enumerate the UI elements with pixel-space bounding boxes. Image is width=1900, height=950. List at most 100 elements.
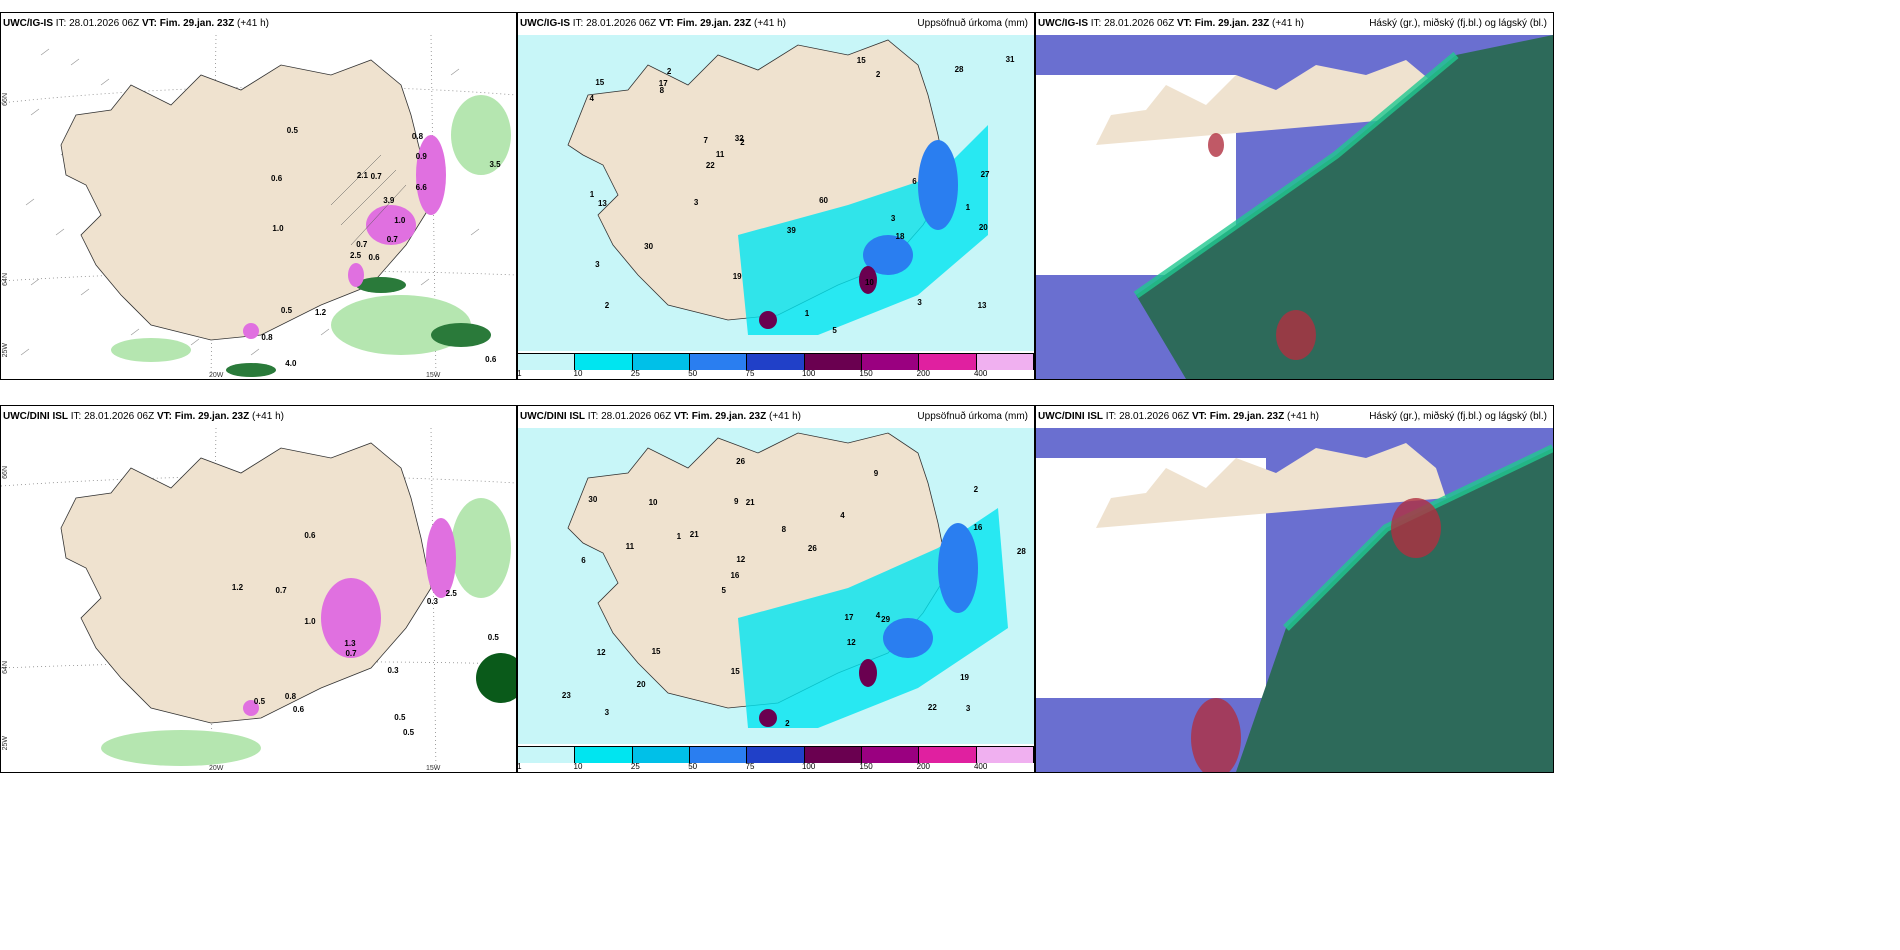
value-label: 1 <box>804 309 810 319</box>
lat-label-66n: 66N <box>2 466 9 479</box>
value-label: 11 <box>715 150 725 160</box>
legend-swatch <box>689 747 748 763</box>
panel-clouds-dini: UWC/DINI ISL IT: 28.01.2026 06Z VT: Fim.… <box>1035 405 1554 773</box>
legend-tick-label: 200 <box>916 369 931 378</box>
value-label: 17 <box>658 78 668 88</box>
panel-title: Uppsöfnuð úrkoma (mm) <box>917 18 1028 29</box>
legend-tick-label: 10 <box>573 762 583 771</box>
legend-tick-label: 150 <box>859 762 873 771</box>
value-label: 12 <box>596 648 606 658</box>
value-label: 30 <box>588 494 598 504</box>
panel-accum-dini: UWC/DINI ISL IT: 28.01.2026 06Z VT: Fim.… <box>517 405 1035 773</box>
value-label: 60 <box>819 195 829 205</box>
legend-swatch <box>919 354 977 370</box>
legend-swatch <box>861 354 920 370</box>
value-label: 3 <box>890 214 896 224</box>
value-label: 0.5 <box>286 125 298 135</box>
value-label: 27 <box>980 169 990 179</box>
value-label: 0.3 <box>426 596 438 606</box>
value-label: 15 <box>856 55 866 65</box>
legend-tick-label: 50 <box>688 369 698 378</box>
value-label: 0.7 <box>345 649 357 659</box>
lat-label-66n: 66N <box>2 93 9 106</box>
value-label: 12 <box>846 638 856 648</box>
value-label: 0.3 <box>387 666 399 676</box>
value-label: 9 <box>733 497 739 507</box>
value-label: 19 <box>960 672 970 682</box>
value-label: 0.5 <box>402 727 415 737</box>
value-label: 4 <box>875 611 881 621</box>
value-label: 20 <box>978 222 988 232</box>
value-label: 13 <box>977 301 987 311</box>
value-label: 11 <box>625 542 635 552</box>
value-label: 0.6 <box>292 705 305 715</box>
value-label: 2.5 <box>445 589 457 598</box>
panel-header: UWC/IG-IS IT: 28.01.2026 06Z VT: Fim. 29… <box>518 13 1034 35</box>
value-label: 0.5 <box>253 697 266 707</box>
legend-tick-label: 200 <box>916 762 931 771</box>
panel-title: Háský (gr.), miðský (fj.bl.) og lágský (… <box>1369 18 1547 29</box>
value-label: 0.8 <box>261 332 273 342</box>
value-label: 1.2 <box>314 308 327 318</box>
value-label: 4.0 <box>285 359 297 369</box>
value-label: 26 <box>736 457 746 467</box>
value-label: 1.0 <box>304 617 316 627</box>
value-label: 6 <box>581 556 586 566</box>
value-label: 3 <box>965 703 971 713</box>
value-label: 3 <box>693 198 699 208</box>
legend-tick-label: 50 <box>688 762 698 771</box>
value-label: 3 <box>604 707 610 717</box>
legend-tick-label: 400 <box>973 369 988 378</box>
legend-swatch <box>632 354 690 370</box>
value-label: 15 <box>595 78 605 87</box>
lon-label-15w: 15W <box>426 372 441 379</box>
panel-header: UWC/IG-IS IT: 28.01.2026 06Z VT: Fim. 29… <box>1 13 516 35</box>
value-label: 29 <box>881 614 891 624</box>
legend-tick-label: 100 <box>801 762 816 771</box>
value-label: 22 <box>927 703 937 713</box>
value-label: 0.6 <box>485 355 497 365</box>
value-label: 8 <box>659 86 665 96</box>
value-label: 10 <box>864 278 874 288</box>
value-label: 1 <box>676 532 682 542</box>
value-label: 12 <box>736 555 746 564</box>
lon-label-20w: 20W <box>209 372 224 379</box>
value-label: 13 <box>597 199 607 209</box>
value-label: 4 <box>589 93 594 103</box>
value-label: 28 <box>954 65 964 75</box>
value-label: 8 <box>781 524 787 534</box>
value-label: 2 <box>666 67 672 77</box>
panel-precip-wind-dini: UWC/DINI ISL IT: 28.01.2026 06Z VT: Fim.… <box>0 405 517 773</box>
value-label: 0.6 <box>304 531 316 541</box>
value-label: 0.7 <box>370 171 382 181</box>
legend-swatch <box>632 747 690 763</box>
legend-tick-label: 1 <box>517 762 522 771</box>
value-label: 1 <box>589 189 595 199</box>
lat-label-25w: 25W <box>2 343 9 358</box>
value-label: 3.5 <box>489 160 501 170</box>
lon-label-20w: 20W <box>209 765 224 772</box>
value-label: 18 <box>895 232 905 242</box>
value-label: 3 <box>595 260 600 270</box>
value-label: 10 <box>648 498 658 508</box>
value-label: 20 <box>636 679 646 689</box>
value-label: 6 <box>912 177 917 187</box>
value-label: 16 <box>973 522 983 532</box>
value-label: 15 <box>651 646 661 656</box>
value-label: 5 <box>832 325 837 335</box>
legend-swatch <box>919 747 977 763</box>
legend-tick-label: 25 <box>630 762 640 771</box>
legend-swatch <box>804 747 862 763</box>
value-label: 16 <box>730 570 740 580</box>
value-label: 0.7 <box>275 586 287 596</box>
value-label: 2.5 <box>350 250 362 260</box>
value-label: 7 <box>703 136 708 146</box>
value-label: 0.9 <box>415 152 427 162</box>
value-label: 2 <box>785 718 790 728</box>
value-label: 2.1 <box>356 171 368 181</box>
legend-swatch <box>575 354 633 370</box>
value-label: 21 <box>745 498 755 508</box>
panel-accum-igis: UWC/IG-IS IT: 28.01.2026 06Z VT: Fim. 29… <box>517 12 1035 380</box>
legend-swatch <box>518 354 576 370</box>
lat-label-64n: 64N <box>2 661 9 674</box>
